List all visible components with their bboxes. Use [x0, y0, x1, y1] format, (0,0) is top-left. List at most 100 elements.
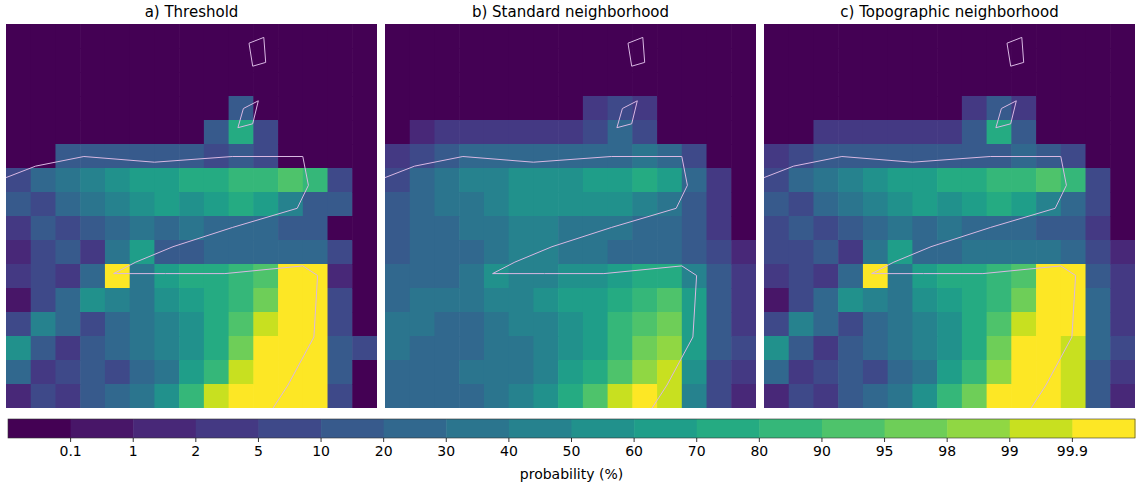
cell	[707, 336, 732, 361]
cell	[682, 240, 707, 265]
coastline	[996, 101, 1016, 128]
cell	[328, 120, 353, 145]
cell	[1011, 120, 1036, 145]
cell	[583, 192, 608, 217]
cell	[632, 192, 657, 217]
cell	[863, 264, 888, 289]
cell	[937, 288, 962, 313]
cell	[838, 192, 863, 217]
cell	[484, 360, 509, 385]
cell	[80, 216, 105, 241]
cell	[434, 168, 459, 193]
cell	[253, 312, 278, 337]
cell	[278, 216, 303, 241]
cell	[253, 96, 278, 121]
cell	[303, 24, 328, 49]
cell	[179, 168, 204, 193]
colorbar-tick-label: 99.9	[1057, 443, 1088, 459]
cell	[789, 72, 814, 97]
cell	[937, 48, 962, 73]
cell	[731, 264, 756, 289]
cell	[813, 120, 838, 145]
cell	[1110, 264, 1135, 289]
cell	[105, 120, 130, 145]
cell	[204, 96, 229, 121]
cell	[385, 288, 410, 313]
cell	[764, 336, 789, 361]
cell	[533, 336, 558, 361]
colorbar-tick	[195, 438, 196, 442]
cell	[410, 240, 435, 265]
cell	[912, 144, 937, 169]
cell	[484, 24, 509, 49]
cell	[912, 264, 937, 289]
colorbar-tick	[321, 438, 322, 442]
cell	[459, 48, 484, 73]
cell	[1086, 48, 1111, 73]
cell	[838, 96, 863, 121]
cell	[888, 120, 913, 145]
colorbar-tick	[1072, 438, 1073, 442]
cell	[328, 240, 353, 265]
cell	[459, 312, 484, 337]
cell	[352, 312, 377, 337]
colorbar-tick	[446, 438, 447, 442]
cell	[204, 288, 229, 313]
cell	[303, 264, 328, 289]
cell	[328, 48, 353, 73]
cell	[253, 264, 278, 289]
cell	[987, 240, 1012, 265]
cell	[130, 336, 155, 361]
cell	[813, 360, 838, 385]
cell	[731, 120, 756, 145]
cell	[434, 144, 459, 169]
cell	[1110, 168, 1135, 193]
cell	[583, 96, 608, 121]
cell	[179, 384, 204, 408]
cell	[731, 360, 756, 385]
cell	[533, 144, 558, 169]
cell	[31, 312, 56, 337]
colorbar-label: probability (%)	[520, 466, 623, 482]
cell	[55, 360, 80, 385]
cell	[1011, 24, 1036, 49]
cell	[863, 24, 888, 49]
colorbar-tick-label: 40	[500, 443, 518, 459]
cell	[278, 120, 303, 145]
cell	[1110, 240, 1135, 265]
cell	[608, 216, 633, 241]
cell	[558, 72, 583, 97]
cell	[764, 48, 789, 73]
cell	[352, 48, 377, 73]
cell	[434, 288, 459, 313]
cell	[937, 96, 962, 121]
cell	[533, 240, 558, 265]
cell	[1061, 72, 1086, 97]
cell	[31, 24, 56, 49]
cell	[962, 144, 987, 169]
cell	[253, 192, 278, 217]
cell	[608, 192, 633, 217]
cell	[328, 96, 353, 121]
cell	[813, 240, 838, 265]
colorbar-bin	[572, 419, 635, 438]
cell	[80, 168, 105, 193]
cell	[632, 240, 657, 265]
cell	[863, 144, 888, 169]
coastline	[764, 157, 1076, 409]
cell	[707, 288, 732, 313]
cell	[80, 336, 105, 361]
cell	[764, 312, 789, 337]
coastline	[1007, 37, 1024, 66]
cell	[385, 360, 410, 385]
cell	[229, 72, 254, 97]
cell	[204, 72, 229, 97]
cell	[55, 120, 80, 145]
cell	[533, 216, 558, 241]
cell	[1110, 384, 1135, 408]
cell	[608, 288, 633, 313]
colorbar-tick	[258, 438, 259, 442]
colorbar-tick	[759, 438, 760, 442]
cell	[459, 192, 484, 217]
cell	[509, 168, 534, 193]
